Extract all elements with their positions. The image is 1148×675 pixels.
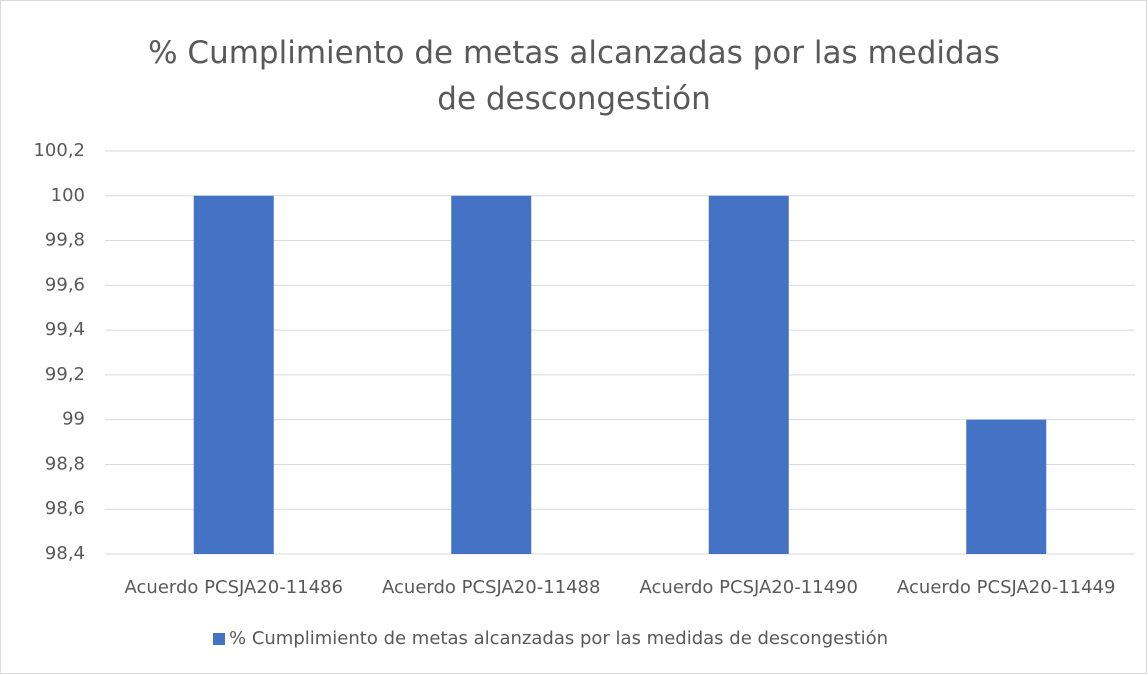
bar [708,195,789,554]
legend-swatch [213,633,225,645]
x-tick-label: Acuerdo PCSJA20-11486 [125,577,343,598]
chart-title: % Cumplimiento de metas alcanzadas por l… [148,35,1000,117]
y-tick-label: 98,8 [45,453,85,474]
x-tick-label: Acuerdo PCSJA20-11490 [640,577,858,598]
y-tick-label: 99,4 [45,319,85,340]
y-tick-label: 99,8 [45,230,85,251]
bar [451,195,532,554]
x-tick-label: Acuerdo PCSJA20-11449 [897,577,1115,598]
legend-label: % Cumplimiento de metas alcanzadas por l… [229,628,888,649]
y-tick-label: 99,2 [45,364,85,385]
bar [966,419,1047,554]
y-tick-label: 98,6 [45,498,85,519]
y-tick-label: 100 [51,185,85,206]
x-tick-label: Acuerdo PCSJA20-11488 [382,577,600,598]
bar [193,195,274,554]
y-tick-label: 98,4 [45,543,85,564]
y-tick-label: 99 [62,409,85,430]
y-tick-label: 100,2 [33,140,85,161]
y-tick-label: 99,6 [45,274,85,295]
